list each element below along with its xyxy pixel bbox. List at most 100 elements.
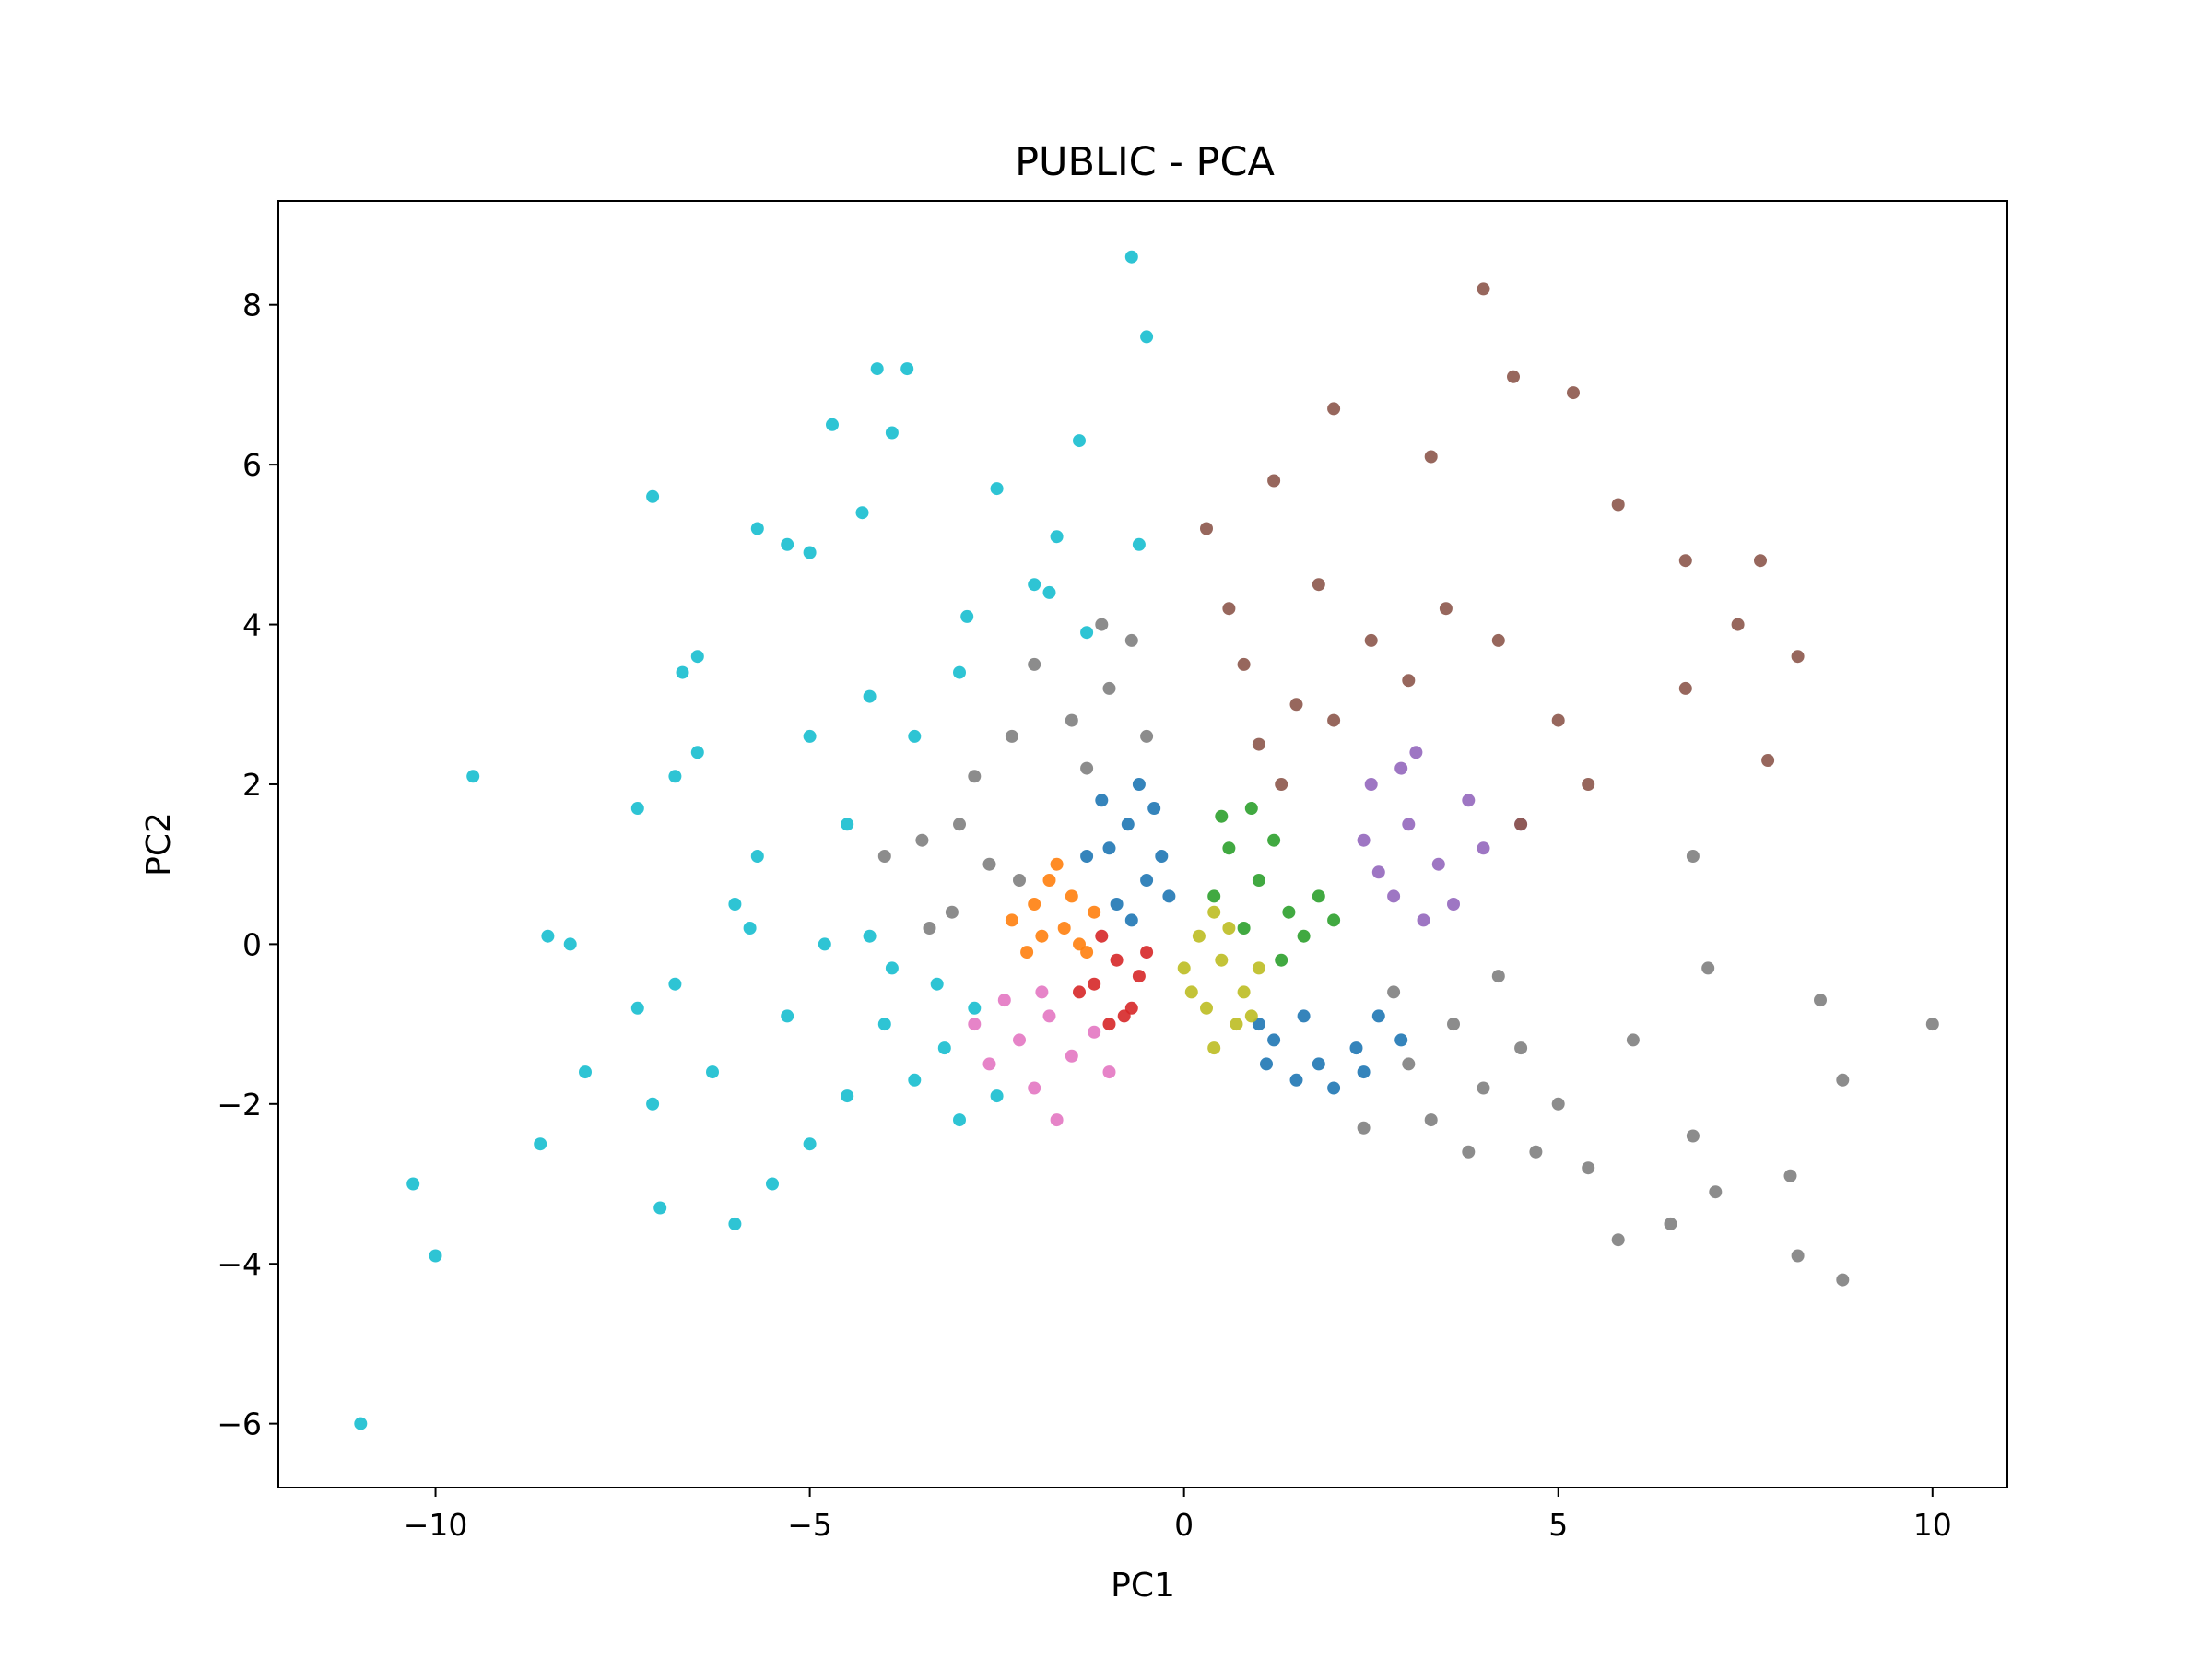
data-point	[1230, 1018, 1243, 1031]
data-point	[990, 482, 1004, 496]
data-point	[1529, 1145, 1543, 1159]
data-point	[1065, 889, 1078, 903]
data-point	[803, 1137, 817, 1151]
data-point	[1013, 874, 1026, 887]
data-point	[1424, 450, 1438, 464]
data-point	[1394, 1033, 1408, 1047]
data-point	[1275, 778, 1288, 791]
data-point	[1073, 985, 1086, 999]
data-point	[1260, 1057, 1273, 1071]
data-point	[1289, 1073, 1303, 1087]
data-point	[1057, 922, 1071, 935]
data-point	[1312, 889, 1325, 903]
data-point	[668, 770, 682, 783]
data-point	[997, 994, 1011, 1007]
data-point	[1192, 929, 1206, 943]
data-point	[646, 1097, 660, 1111]
data-point	[1611, 1233, 1625, 1247]
data-point	[1567, 386, 1580, 400]
data-point	[676, 665, 689, 679]
data-point	[781, 537, 794, 551]
data-point	[1207, 889, 1221, 903]
data-point	[930, 977, 944, 991]
data-point	[1200, 522, 1213, 535]
data-point	[1184, 985, 1198, 999]
data-point	[1080, 626, 1094, 640]
data-point	[1140, 946, 1154, 959]
data-point	[668, 977, 682, 991]
data-point	[1424, 1113, 1438, 1127]
series-1	[1005, 857, 1101, 959]
data-point	[1791, 1249, 1805, 1263]
data-point	[534, 1137, 547, 1151]
series-8	[1177, 905, 1265, 1055]
data-point	[1237, 922, 1251, 935]
data-point	[885, 426, 899, 440]
data-point	[1364, 633, 1378, 647]
data-point	[982, 857, 996, 871]
data-point	[766, 1177, 779, 1191]
data-point	[1402, 674, 1416, 688]
data-point	[1177, 961, 1191, 975]
data-point	[877, 1018, 891, 1031]
data-point	[1102, 1018, 1116, 1031]
data-point	[1551, 713, 1565, 727]
data-point	[1207, 905, 1221, 919]
x-tick-label: 5	[1548, 1507, 1568, 1543]
data-point	[1124, 250, 1138, 264]
data-point	[1678, 681, 1692, 695]
data-point	[841, 1089, 854, 1103]
data-point	[1297, 1009, 1311, 1023]
data-point	[1102, 1065, 1116, 1079]
data-point	[1327, 713, 1341, 727]
data-point	[908, 1073, 922, 1087]
data-point	[1110, 953, 1124, 967]
data-point	[1200, 1001, 1213, 1015]
data-point	[690, 650, 704, 664]
y-tick-label: 0	[242, 926, 262, 962]
data-point	[1073, 434, 1086, 448]
data-point	[1102, 681, 1116, 695]
data-point	[1731, 618, 1745, 631]
data-point	[781, 1009, 794, 1023]
data-point	[1252, 961, 1265, 975]
data-point	[1020, 946, 1034, 959]
data-point	[1297, 929, 1311, 943]
y-tick-label: 2	[242, 767, 262, 803]
data-point	[1417, 913, 1430, 927]
data-point	[466, 770, 480, 783]
data-point	[1215, 809, 1229, 823]
data-point	[1701, 961, 1715, 975]
data-point	[1477, 841, 1490, 855]
data-point	[1462, 1145, 1476, 1159]
data-point	[1028, 657, 1041, 671]
data-point	[1514, 1041, 1528, 1055]
data-point	[1252, 737, 1265, 751]
data-point	[870, 362, 884, 376]
data-point	[841, 818, 854, 831]
data-point	[1088, 977, 1101, 991]
data-point	[1387, 889, 1401, 903]
data-point	[1477, 1081, 1490, 1095]
data-point	[968, 770, 982, 783]
data-point	[1124, 633, 1138, 647]
points-layer	[354, 250, 1939, 1430]
data-point	[863, 929, 877, 943]
data-point	[1312, 1057, 1325, 1071]
data-point	[1237, 657, 1251, 671]
data-point	[1121, 818, 1135, 831]
data-point	[728, 1217, 742, 1230]
x-axis: −10 −5 0 5 10	[404, 1488, 1952, 1543]
data-point	[1035, 985, 1049, 999]
data-point	[1095, 618, 1109, 631]
data-point	[406, 1177, 420, 1191]
series-2	[1207, 802, 1341, 967]
series-5	[1200, 282, 1805, 831]
data-point	[1215, 953, 1229, 967]
data-point	[354, 1417, 368, 1430]
data-point	[1836, 1073, 1850, 1087]
data-point	[1431, 857, 1445, 871]
data-point	[1491, 633, 1505, 647]
